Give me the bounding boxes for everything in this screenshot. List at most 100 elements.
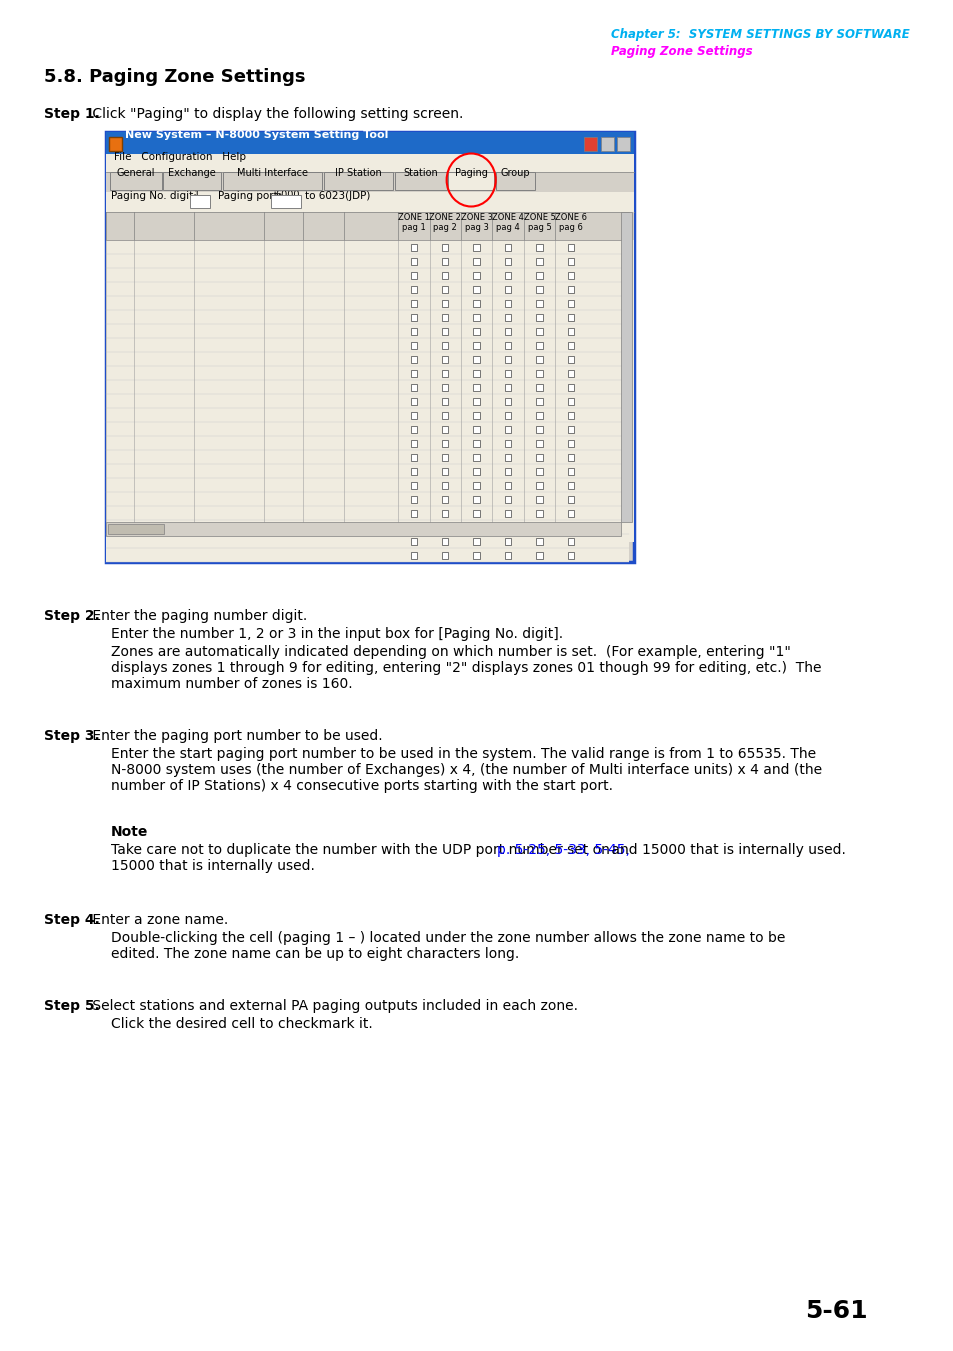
Bar <box>473 551 479 558</box>
Text: sta2-4: sta2-4 <box>347 534 375 543</box>
Bar <box>504 384 511 390</box>
Bar <box>107 240 629 254</box>
Text: Enter the paging port number to be used.: Enter the paging port number to be used. <box>88 730 382 743</box>
Text: Enter a zone name.: Enter a zone name. <box>88 913 228 927</box>
Bar <box>504 243 511 250</box>
Text: LINE 3: LINE 3 <box>269 520 297 530</box>
Bar <box>410 439 416 446</box>
Bar <box>567 370 574 377</box>
FancyBboxPatch shape <box>110 172 161 190</box>
Bar <box>504 523 511 531</box>
Bar <box>504 412 511 419</box>
Text: -: - <box>319 463 323 473</box>
Text: 103: 103 <box>306 267 323 277</box>
Text: Enter the paging number digit.: Enter the paging number digit. <box>88 609 307 623</box>
Text: LINE 15: LINE 15 <box>266 436 300 444</box>
Text: LINE 1: LINE 1 <box>269 492 297 501</box>
Bar <box>473 355 479 362</box>
Bar <box>504 439 511 446</box>
Text: ✓: ✓ <box>410 382 417 392</box>
Text: Step 3.: Step 3. <box>44 730 99 743</box>
Bar <box>504 370 511 377</box>
Text: Take care not to duplicate the number with the UDP port number set on: Take care not to duplicate the number wi… <box>111 843 614 857</box>
Bar <box>190 195 210 208</box>
Bar <box>567 496 574 503</box>
Bar <box>620 212 632 521</box>
Bar <box>567 454 574 461</box>
Bar <box>441 272 448 278</box>
Bar <box>617 136 630 151</box>
Text: pag 1: pag 1 <box>401 223 425 232</box>
Text: 118: 118 <box>306 507 323 515</box>
Bar <box>410 426 416 432</box>
Bar <box>567 467 574 474</box>
Text: 104: 104 <box>306 282 323 290</box>
Bar <box>504 272 511 278</box>
Bar <box>107 450 629 463</box>
Bar <box>567 538 574 544</box>
Text: 102: 102 <box>306 254 323 263</box>
Bar <box>567 397 574 404</box>
Bar <box>107 521 620 536</box>
Bar <box>107 534 629 549</box>
Bar <box>536 327 542 335</box>
Text: ✓: ✓ <box>410 312 417 322</box>
Text: ✓: ✓ <box>441 508 449 517</box>
Bar <box>441 496 448 503</box>
FancyBboxPatch shape <box>324 172 393 190</box>
Bar <box>504 300 511 307</box>
Bar <box>567 327 574 335</box>
Text: Step 1.: Step 1. <box>44 107 99 122</box>
Text: ✓: ✓ <box>441 536 449 546</box>
Text: p. 5-25, 5-33, 5-45,: p. 5-25, 5-33, 5-45, <box>497 843 629 857</box>
Text: sta1-6: sta1-6 <box>347 309 375 319</box>
Text: 109: 109 <box>306 353 323 361</box>
Bar <box>271 195 300 208</box>
Bar <box>473 272 479 278</box>
Text: 15000 that is internally used.: 15000 that is internally used. <box>111 859 314 873</box>
Text: displays zones 1 through 9 for editing, entering "2" displays zones 01 though 99: displays zones 1 through 9 for editing, … <box>111 661 821 676</box>
Text: 6000: 6000 <box>275 190 300 200</box>
Bar <box>567 523 574 531</box>
Bar <box>107 394 629 408</box>
Text: pag 5: pag 5 <box>527 223 551 232</box>
Bar <box>567 384 574 390</box>
Text: LINE 16: LINE 16 <box>266 450 300 459</box>
Bar <box>536 523 542 531</box>
Bar <box>504 258 511 265</box>
Text: N-8000 system uses (the number of Exchanges) x 4, (the number of Multi interface: N-8000 system uses (the number of Exchan… <box>111 763 821 777</box>
Bar <box>536 481 542 489</box>
Bar <box>567 509 574 516</box>
Text: sta1-1: sta1-1 <box>347 240 375 249</box>
Text: ✓: ✓ <box>441 550 449 559</box>
Bar <box>473 523 479 531</box>
Text: Step 2.: Step 2. <box>44 609 99 623</box>
Text: Enter the start paging port number to be used in the system. The valid range is : Enter the start paging port number to be… <box>111 747 816 761</box>
Text: ZONE 1: ZONE 1 <box>397 213 429 222</box>
Text: 101: 101 <box>306 240 323 249</box>
Bar <box>567 412 574 419</box>
FancyBboxPatch shape <box>448 172 494 190</box>
Bar <box>107 282 629 296</box>
Bar <box>441 243 448 250</box>
Text: sta1-2: sta1-2 <box>347 254 375 263</box>
Text: LINE 10: LINE 10 <box>266 366 300 376</box>
Bar <box>504 397 511 404</box>
Bar <box>536 397 542 404</box>
Bar <box>473 313 479 320</box>
Bar <box>473 300 479 307</box>
Text: Line No.: Line No. <box>265 218 301 227</box>
Bar <box>473 258 479 265</box>
Text: ZONE 3: ZONE 3 <box>460 213 492 222</box>
Bar <box>473 370 479 377</box>
Bar <box>441 327 448 335</box>
Text: LINE 9: LINE 9 <box>269 353 297 361</box>
Text: sta1-15: sta1-15 <box>347 436 381 444</box>
Text: LINE 6: LINE 6 <box>269 309 297 319</box>
Bar <box>567 481 574 489</box>
Text: Chapter 5:  SYSTEM SETTINGS BY SOFTWARE: Chapter 5: SYSTEM SETTINGS BY SOFTWARE <box>610 28 909 41</box>
Bar <box>410 523 416 531</box>
Text: LINE 3: LINE 3 <box>269 267 297 277</box>
Bar <box>410 551 416 558</box>
Bar <box>473 454 479 461</box>
